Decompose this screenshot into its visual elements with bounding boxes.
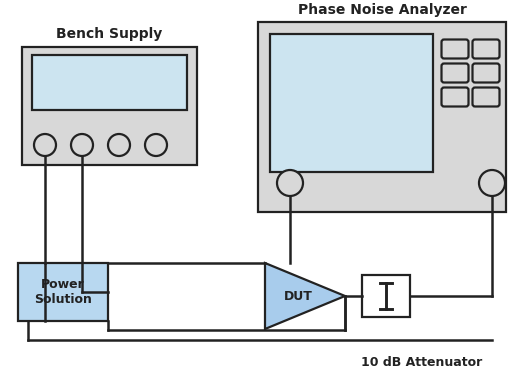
- Text: Phase Noise Analyzer: Phase Noise Analyzer: [298, 3, 467, 17]
- Circle shape: [34, 134, 56, 156]
- FancyBboxPatch shape: [472, 64, 500, 83]
- Bar: [18, 263, 108, 321]
- Bar: [270, 34, 433, 172]
- FancyBboxPatch shape: [472, 88, 500, 107]
- FancyBboxPatch shape: [441, 39, 469, 59]
- Circle shape: [108, 134, 130, 156]
- Text: Power
Solution: Power Solution: [34, 278, 92, 306]
- Circle shape: [277, 170, 303, 196]
- Text: Bench Supply: Bench Supply: [56, 27, 162, 41]
- FancyBboxPatch shape: [472, 39, 500, 59]
- Text: 10 dB Attenuator: 10 dB Attenuator: [361, 356, 483, 369]
- Bar: [22, 47, 197, 165]
- Circle shape: [145, 134, 167, 156]
- Circle shape: [71, 134, 93, 156]
- Bar: [258, 22, 506, 212]
- Bar: [362, 275, 410, 317]
- Bar: [32, 55, 187, 110]
- FancyBboxPatch shape: [441, 88, 469, 107]
- Circle shape: [479, 170, 505, 196]
- FancyBboxPatch shape: [441, 64, 469, 83]
- Polygon shape: [265, 263, 345, 329]
- Text: DUT: DUT: [284, 290, 313, 303]
